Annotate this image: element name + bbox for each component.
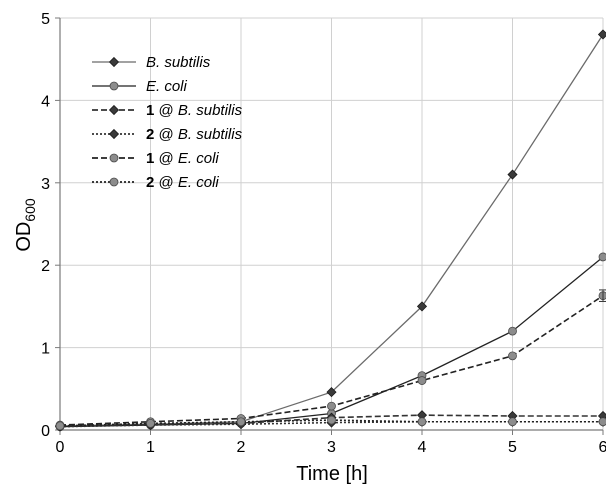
series-layer bbox=[54, 29, 606, 432]
legend-label-at: @ bbox=[154, 102, 178, 119]
legend-label-organism: B. subtilis bbox=[178, 102, 243, 119]
grid bbox=[59, 17, 604, 431]
data-point bbox=[146, 419, 155, 428]
data-point bbox=[507, 169, 518, 180]
data-point bbox=[598, 252, 606, 262]
y-tick-label: 3 bbox=[41, 176, 50, 193]
series-1 bbox=[54, 29, 606, 431]
tick-labels: 0 1 2 3 4 5 6 0 1 2 3 4 5 bbox=[41, 11, 606, 456]
y-tick-label: 1 bbox=[41, 341, 50, 358]
data-point bbox=[508, 417, 517, 427]
y-tick-label: 0 bbox=[41, 423, 50, 440]
legend-label: 1 @ B. subtilis bbox=[146, 102, 243, 119]
legend-label-prefix: 1 bbox=[146, 150, 154, 167]
legend-label: 1 @ E. coli bbox=[146, 150, 219, 167]
x-tick-label: 2 bbox=[237, 439, 246, 456]
legend-label: 2 @ B. subtilis bbox=[146, 126, 243, 143]
legend-label: 2 @ E. coli bbox=[146, 174, 219, 191]
legend-entry: B. subtilis bbox=[92, 54, 211, 71]
data-point bbox=[416, 301, 428, 312]
legend-entry: 1 @ B. subtilis bbox=[92, 102, 243, 119]
legend-label-prefix: 2 bbox=[146, 126, 154, 143]
x-tick-label: 3 bbox=[327, 439, 336, 456]
series-6 bbox=[55, 415, 606, 431]
x-tick-label: 1 bbox=[146, 439, 155, 456]
legend-marker bbox=[108, 104, 120, 116]
data-point bbox=[236, 417, 246, 427]
y-axis-title-main: OD bbox=[13, 222, 35, 252]
legend-label-organism: B. subtilis bbox=[146, 54, 211, 71]
legend-label-organism: B. subtilis bbox=[178, 126, 243, 143]
x-tick-label: 5 bbox=[508, 439, 517, 456]
data-point bbox=[508, 351, 517, 361]
data-point bbox=[597, 29, 606, 40]
legend-label-prefix: 2 bbox=[146, 174, 154, 191]
legend-entry: 2 @ E. coli bbox=[92, 174, 219, 191]
data-point bbox=[326, 387, 337, 398]
legend-marker bbox=[108, 56, 120, 68]
data-point bbox=[327, 401, 336, 411]
x-tick-label: 4 bbox=[418, 439, 427, 456]
legend-entry: E. coli bbox=[92, 78, 188, 95]
legend-marker bbox=[109, 153, 119, 163]
legend-label-at: @ bbox=[154, 126, 178, 143]
legend-label-prefix: 1 bbox=[146, 102, 154, 119]
x-tick-label: 0 bbox=[56, 439, 65, 456]
legend-marker bbox=[109, 81, 119, 91]
legend-label: E. coli bbox=[146, 78, 188, 95]
legend-label-organism: E. coli bbox=[146, 78, 188, 95]
data-point bbox=[55, 421, 65, 431]
legend-label-at: @ bbox=[154, 174, 178, 191]
data-point bbox=[417, 376, 427, 385]
legend-label-at: @ bbox=[154, 150, 178, 167]
y-axis-title-subscript: 600 bbox=[22, 198, 38, 222]
legend-label: B. subtilis bbox=[146, 54, 211, 71]
y-tick-label: 5 bbox=[41, 11, 50, 28]
y-tick-label: 4 bbox=[41, 93, 50, 110]
data-point bbox=[508, 326, 517, 336]
x-tick-label: 6 bbox=[599, 439, 606, 456]
legend-marker bbox=[109, 177, 119, 187]
data-point bbox=[598, 417, 606, 427]
legend-label-organism: E. coli bbox=[178, 150, 220, 167]
x-axis-title: Time [h] bbox=[296, 463, 368, 485]
legend-entry: 1 @ E. coli bbox=[92, 150, 219, 167]
axes bbox=[55, 17, 604, 435]
legend-entry: 2 @ B. subtilis bbox=[92, 126, 243, 143]
legend-marker bbox=[108, 128, 120, 140]
y-tick-label: 2 bbox=[41, 258, 50, 275]
y-axis-title: OD600 bbox=[13, 198, 38, 252]
legend-label-organism: E. coli bbox=[178, 174, 220, 191]
data-point bbox=[327, 415, 336, 425]
data-point bbox=[417, 417, 427, 427]
